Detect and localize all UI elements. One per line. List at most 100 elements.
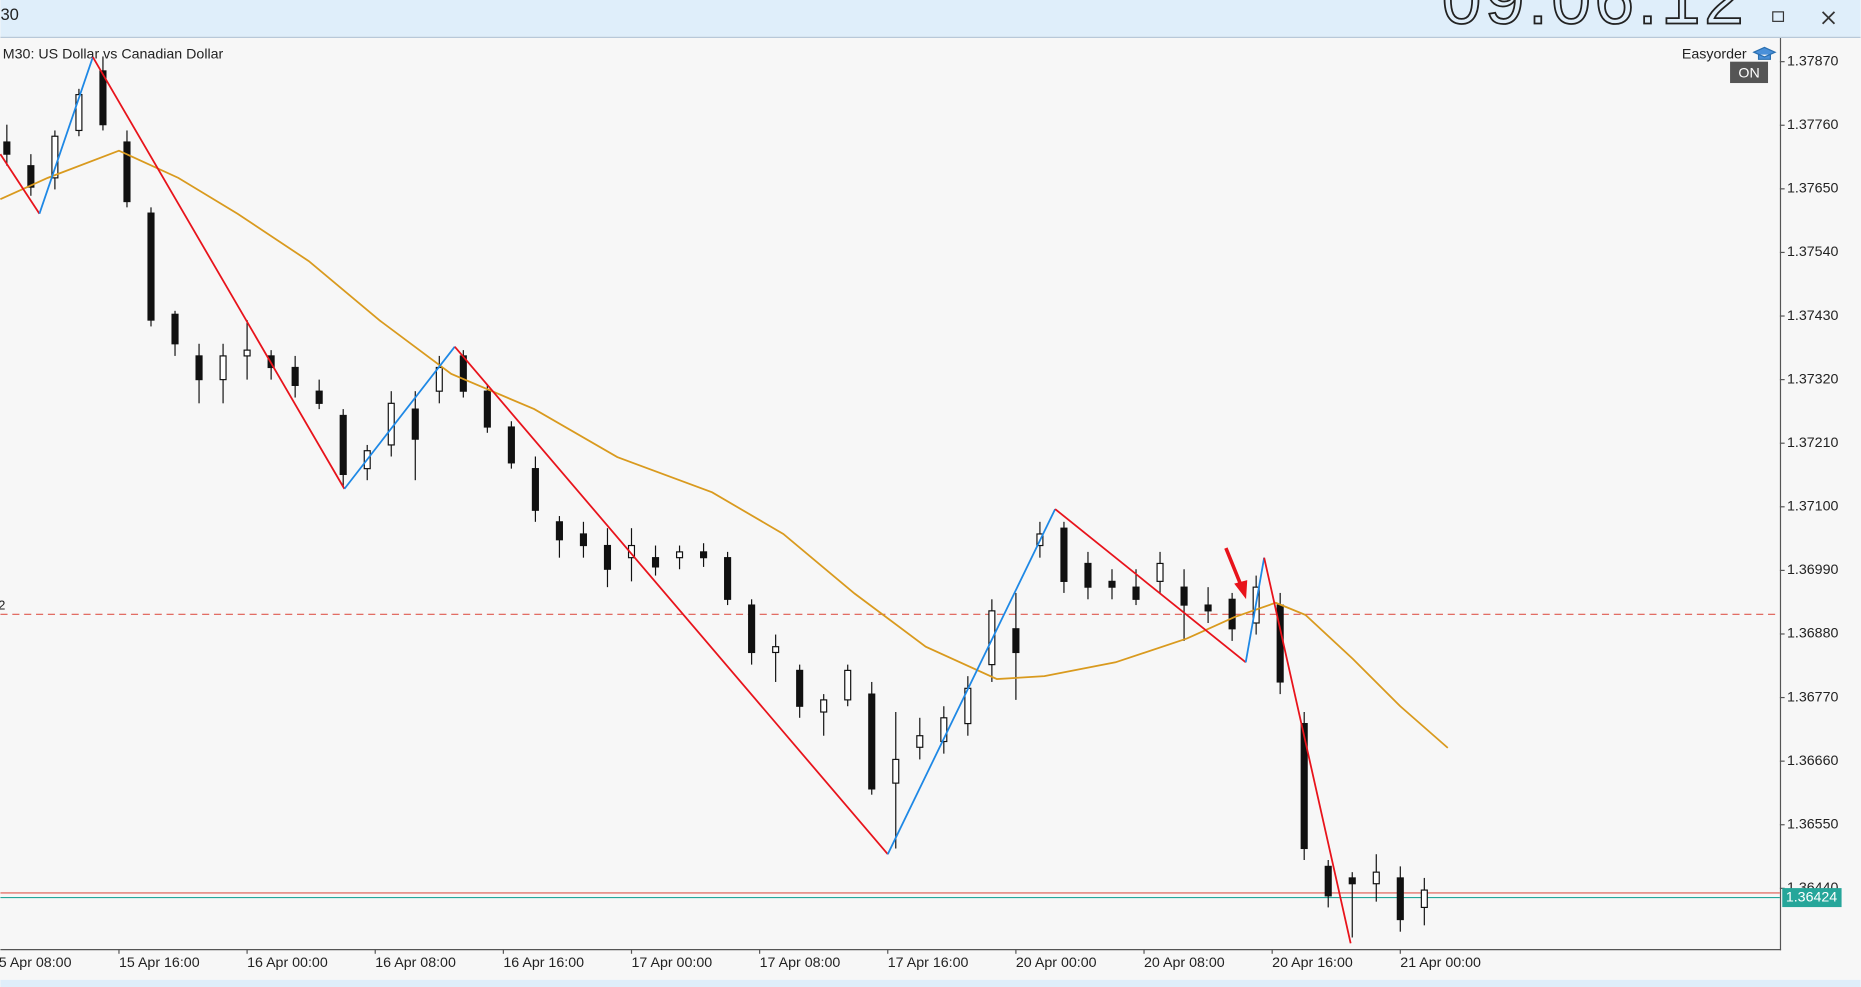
candle-body <box>339 414 347 476</box>
symbol-label: M30: US Dollar vs Canadian Dollar <box>3 46 224 62</box>
zigzag-leg <box>92 56 346 490</box>
candle-body <box>651 557 660 568</box>
candle-body <box>411 408 419 440</box>
candle-body <box>75 94 83 132</box>
candle-body <box>1108 580 1116 588</box>
candle-body <box>916 735 924 748</box>
restore-button[interactable] <box>1772 11 1785 22</box>
candle-body <box>171 313 179 345</box>
moving-average <box>0 149 1449 749</box>
candle-body <box>51 135 59 179</box>
x-tick-label: 16 Apr 00:00 <box>247 955 328 971</box>
candle-body <box>868 693 876 790</box>
easyorder-label: Easyorder <box>1682 46 1747 62</box>
candle-body <box>748 604 756 654</box>
annotation-arrow-head <box>1234 580 1248 600</box>
y-tick-label: 1.37870 <box>1787 53 1838 69</box>
bid-price-box <box>1782 888 1842 908</box>
candle-body <box>579 533 588 547</box>
x-tick-label: 17 Apr 08:00 <box>760 955 841 971</box>
candle-body <box>796 669 804 707</box>
zigzag-leg <box>886 508 1056 855</box>
x-tick-label: 17 Apr 16:00 <box>888 955 969 971</box>
candle-body <box>1420 889 1428 909</box>
zigzag-leg <box>38 56 94 214</box>
y-tick-label: 1.36880 <box>1787 626 1838 642</box>
candle-body <box>27 165 35 188</box>
bid-price-label: 1.36424 <box>1786 889 1837 905</box>
x-tick-label: 16 Apr 16:00 <box>503 955 584 971</box>
zigzag-leg <box>1054 508 1247 663</box>
y-tick-label: 1.36660 <box>1787 753 1838 769</box>
candle-body <box>1180 586 1188 606</box>
x-tick-label: 20 Apr 08:00 <box>1144 955 1225 971</box>
candle-body <box>1156 562 1164 582</box>
candle-body <box>315 390 323 404</box>
y-tick-label: 1.37650 <box>1787 181 1838 197</box>
y-tick-label: 1.37540 <box>1787 244 1838 260</box>
level-line-label: 2 <box>0 597 5 612</box>
candle-body <box>1204 604 1212 612</box>
candle-body <box>147 212 155 321</box>
x-tick-label: 20 Apr 00:00 <box>1016 955 1097 971</box>
clock: 09:06:12 <box>1442 0 1747 40</box>
candle-body <box>700 551 708 559</box>
candle-body <box>1300 722 1308 850</box>
y-tick-label: 1.37100 <box>1787 499 1838 515</box>
candle-body <box>1084 562 1092 588</box>
title-bar <box>0 0 1861 37</box>
candle-body <box>531 468 539 511</box>
y-tick-label: 1.37760 <box>1787 117 1838 133</box>
candle-body <box>1132 586 1140 600</box>
easyorder-icon <box>1752 46 1777 60</box>
candle-body <box>1348 877 1356 885</box>
candle-body <box>1012 628 1020 654</box>
candle-body <box>483 390 491 428</box>
candle-body <box>219 355 227 381</box>
candle-body <box>820 699 828 713</box>
y-tick-label: 1.36770 <box>1787 689 1838 705</box>
close-button[interactable] <box>1821 11 1836 25</box>
x-tick-label: 15 Apr 08:00 <box>0 955 72 971</box>
y-tick-label: 1.36550 <box>1787 817 1838 833</box>
candle-body <box>435 366 443 392</box>
candle-body <box>892 758 900 784</box>
candle-body <box>1228 598 1236 630</box>
candle-body <box>123 141 131 203</box>
x-tick-label: 15 Apr 16:00 <box>119 955 200 971</box>
x-tick-label: 21 Apr 00:00 <box>1400 955 1481 971</box>
candle-body <box>1060 527 1068 582</box>
candle-body <box>1396 877 1404 921</box>
candle-body <box>675 551 684 559</box>
on-button-label[interactable]: ON <box>1738 65 1759 81</box>
candle-body <box>3 141 11 155</box>
annotation-arrow <box>1224 547 1243 587</box>
window-title: 30 <box>0 5 18 24</box>
candle-body <box>772 646 780 654</box>
plot-area <box>0 56 1780 944</box>
candle-body <box>555 521 563 541</box>
zigzag-leg <box>343 346 456 490</box>
candle-body <box>387 402 395 446</box>
y-tick-label: 1.37430 <box>1787 308 1838 324</box>
candle-body <box>603 544 612 570</box>
candle-body <box>724 557 732 600</box>
zigzag-leg <box>0 153 41 215</box>
y-tick-label: 1.36990 <box>1787 562 1838 578</box>
candle-body <box>1372 871 1380 885</box>
candle-body <box>844 669 852 701</box>
candle-body <box>99 70 107 126</box>
candle-body <box>940 717 948 743</box>
y-tick-label: 1.37320 <box>1787 371 1838 387</box>
zigzag-leg <box>454 346 889 855</box>
x-tick-label: 16 Apr 08:00 <box>375 955 456 971</box>
status-strip <box>0 979 1861 987</box>
zigzag-leg <box>1244 557 1266 663</box>
candle-body <box>507 426 515 464</box>
candle-body <box>243 349 251 357</box>
x-tick-label: 17 Apr 00:00 <box>631 955 712 971</box>
on-button[interactable] <box>1730 61 1769 84</box>
